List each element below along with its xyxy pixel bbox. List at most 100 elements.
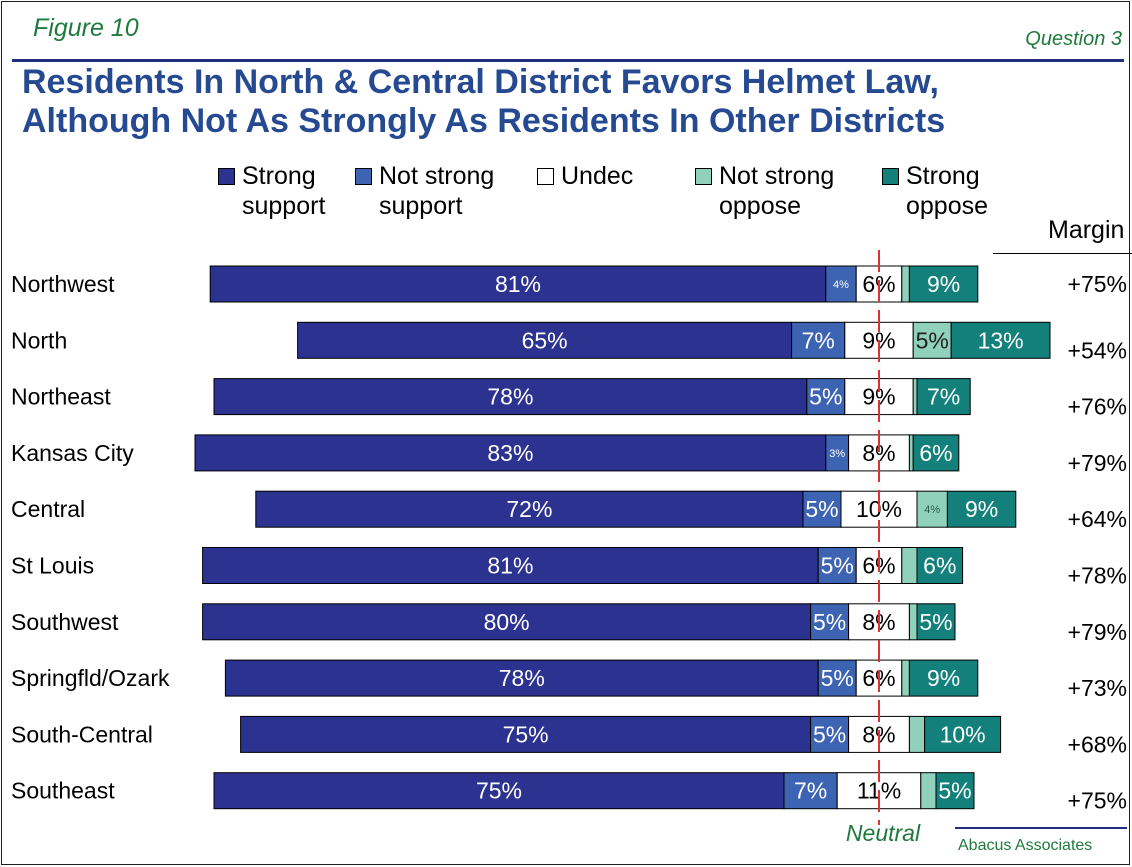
category-label: North [11,327,67,353]
data-label-strong-support-springfld-ozark: 78% [499,665,545,691]
margin-header: Margin [1048,216,1125,244]
bar-strong-oppose-southwest [916,603,956,641]
data-label-not-strong-support-central: 5% [805,496,838,522]
bar-strong-support-south-central [240,715,812,753]
bar-strong-support-central [255,490,804,528]
margin-value-central: +64% [1068,506,1127,532]
data-label-strong-oppose-northwest: 9% [927,271,960,297]
bar-not-strong-support-southeast [783,772,838,810]
data-label-strong-support-northeast: 78% [487,384,533,410]
data-label-strong-support-south-central: 75% [503,721,549,747]
margin-value-southwest: +79% [1068,619,1127,645]
data-label-strong-oppose-southwest: 5% [919,609,952,635]
bar-strong-oppose-north [950,321,1051,359]
bar-not-strong-support-springfld-ozark [817,659,857,697]
legend-swatch [537,168,554,185]
bar-strong-support-northwest [209,265,827,303]
bar-not-strong-support-st-louis [817,547,857,584]
bar-not-strong-oppose-springfld-ozark [901,659,910,697]
data-label-not-strong-support-springfld-ozark: 5% [821,665,854,691]
legend-label: Not strong support [379,162,495,220]
neutral-label: Neutral [846,820,921,846]
data-label-not-strong-support-northeast: 5% [809,384,842,410]
chart-title: Residents In North & Central District Fa… [22,63,945,141]
category-label: Southeast [11,778,115,804]
bar-not-strong-oppose-south-central [908,715,926,753]
bar-strong-oppose-northwest [908,265,979,303]
bar-strong-support-southeast [213,772,785,810]
bar-strong-oppose-springfld-ozark [908,659,979,697]
legend-swatch [218,168,235,185]
data-label-strong-support-st-louis: 81% [487,553,533,579]
bar-not-strong-support-north [791,321,846,359]
question-label: Question 3 [1025,28,1122,50]
data-label-not-strong-oppose-central: 4% [924,504,940,516]
margin-value-south-central: +68% [1068,731,1127,757]
data-label-strong-oppose-north: 13% [978,327,1024,353]
data-label-strong-support-northwest: 81% [495,271,541,297]
category-label: Northwest [11,271,115,297]
bar-strong-support-kansas-city [194,434,827,472]
margin-value-southeast: +75% [1068,788,1127,814]
category-label: South-Central [11,721,153,747]
category-label: Central [11,496,85,522]
bar-not-strong-oppose-southwest [908,603,918,641]
bar-not-strong-support-southwest [810,603,850,641]
data-label-not-strong-support-north: 7% [802,327,835,353]
legend-label: Strong oppose [906,162,989,220]
data-label-strong-oppose-central: 9% [965,496,998,522]
bar-strong-oppose-kansas-city [912,434,960,472]
bar-not-strong-support-south-central [810,715,850,753]
bar-not-strong-oppose-north [912,321,952,359]
data-label-strong-oppose-springfld-ozark: 9% [927,665,960,691]
category-label: Southwest [11,609,119,635]
bar-strong-oppose-south-central [924,715,1002,753]
data-label-not-strong-support-south-central: 5% [813,721,846,747]
bar-not-strong-oppose-kansas-city [908,434,914,472]
margin-header-rule [993,253,1132,254]
footer-credit: Abacus Associates [958,837,1093,854]
chart-title-line-1: Residents In North & Central District Fa… [22,63,939,101]
data-label-not-strong-support-kansas-city: 3% [829,448,845,460]
category-label: Northeast [11,384,111,410]
bar-not-strong-oppose-southeast [920,772,937,810]
data-label-strong-oppose-st-louis: 6% [923,553,956,579]
data-label-not-strong-support-northwest: 4% [833,279,849,291]
bar-not-strong-oppose-st-louis [901,547,918,584]
legend-label: Undec [561,162,634,190]
bar-strong-support-north [297,321,793,359]
bar-strong-oppose-southeast [935,772,975,810]
data-label-strong-support-kansas-city: 83% [487,440,533,466]
margin-value-northwest: +75% [1068,271,1127,297]
bar-strong-oppose-central [946,490,1017,528]
bar-strong-support-southwest [202,603,812,641]
data-label-strong-oppose-south-central: 10% [940,721,986,747]
margin-value-st-louis: +78% [1068,563,1127,589]
bar-strong-support-northeast [213,378,808,416]
data-label-strong-support-southeast: 75% [476,778,522,804]
category-label: St Louis [11,553,94,579]
data-label-strong-oppose-kansas-city: 6% [919,440,952,466]
bar-strong-support-st-louis [202,547,819,584]
data-label-not-strong-oppose-north: 5% [916,327,949,353]
data-label-strong-oppose-southeast: 5% [938,778,971,804]
footer-rule [955,827,1127,829]
legend-swatch [695,168,712,185]
data-label-strong-support-north: 65% [522,327,568,353]
margin-value-northeast: +76% [1068,394,1127,420]
data-label-not-strong-support-southwest: 5% [813,609,846,635]
legend-swatch [355,168,372,185]
bar-strong-support-springfld-ozark [224,659,819,697]
figure-label: Figure 10 [33,14,139,42]
category-label: Springfld/Ozark [11,665,170,691]
bar-strong-oppose-st-louis [916,547,964,584]
data-label-strong-oppose-northeast: 7% [927,384,960,410]
data-label-not-strong-support-st-louis: 5% [821,553,854,579]
legend-label: Strong support [242,162,326,220]
margin-value-springfld-ozark: +73% [1068,675,1127,701]
bar-strong-oppose-northeast [916,378,971,416]
data-label-not-strong-support-southeast: 7% [794,778,827,804]
margin-value-kansas-city: +79% [1068,450,1127,476]
chart-title-line-2: Although Not As Strongly As Residents In… [22,102,946,140]
